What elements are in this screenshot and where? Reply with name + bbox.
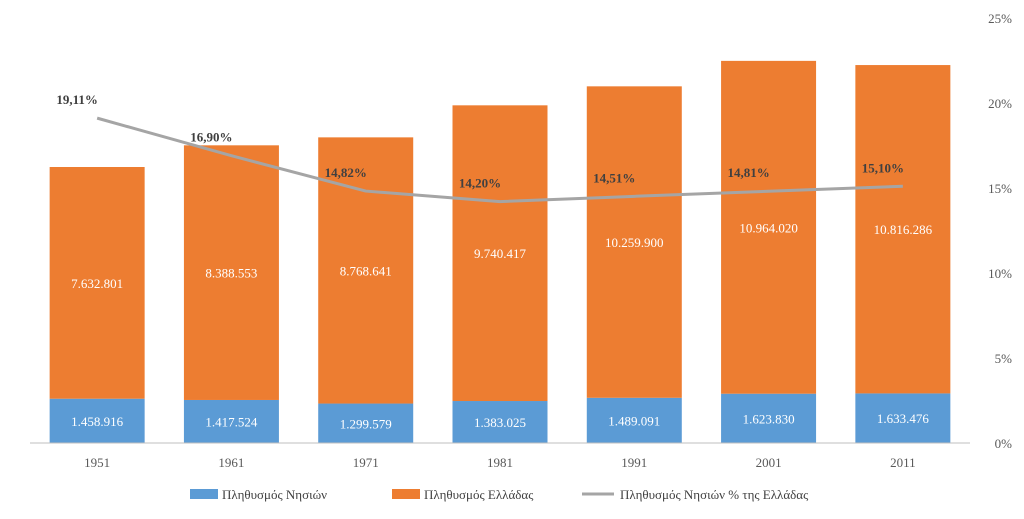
- label-pct-2011: 15,10%: [862, 160, 904, 175]
- x-tick-1971: 1971: [353, 455, 379, 470]
- bar-islands-1971: [318, 403, 414, 443]
- legend-swatch-1: [392, 489, 420, 499]
- label-islands-2001: 1.623.830: [743, 411, 795, 426]
- label-islands-1981: 1.383.025: [474, 415, 526, 430]
- bars-layer: [49, 60, 951, 443]
- label-pct-1991: 14,51%: [593, 170, 635, 185]
- x-tick-1961: 1961: [218, 455, 244, 470]
- bar-islands-2011: [855, 393, 951, 443]
- percentage-line-layer: [96, 116, 903, 204]
- x-tick-1951: 1951: [84, 455, 110, 470]
- legend-swatch-0: [190, 489, 218, 499]
- bar-islands-1961: [183, 399, 279, 443]
- bar-islands-1951: [49, 398, 145, 443]
- label-greece-2001: 10.964.020: [739, 220, 798, 235]
- label-greece-1951: 7.632.801: [71, 276, 123, 291]
- y-tick-1: 5%: [995, 351, 1013, 366]
- label-pct-1971: 14,82%: [325, 165, 367, 180]
- y-tick-3: 15%: [988, 181, 1012, 196]
- y-tick-5: 25%: [988, 11, 1012, 26]
- label-islands-1961: 1.417.524: [205, 414, 258, 429]
- label-greece-2011: 10.816.286: [874, 222, 933, 237]
- bar-islands-1991: [586, 397, 682, 443]
- x-axis-ticks: 1951 1961 1971 1981 1991 2001 2011: [84, 455, 915, 470]
- y-tick-2: 10%: [988, 266, 1012, 281]
- label-pct-2001: 14,81%: [727, 165, 769, 180]
- bar-greece-2001: [721, 60, 817, 394]
- y-tick-4: 20%: [988, 96, 1012, 111]
- label-islands-1991: 1.489.091: [608, 413, 660, 428]
- x-tick-2011: 2011: [890, 455, 916, 470]
- label-greece-1991: 10.259.900: [605, 235, 664, 250]
- y-right-axis-ticks: 0% 5% 10% 15% 20% 25%: [988, 11, 1012, 451]
- bar-islands-1981: [452, 401, 548, 443]
- legend-label-1: Πληθυσμός Ελλάδας: [424, 487, 534, 502]
- label-islands-2011: 1.633.476: [877, 411, 930, 426]
- label-greece-1971: 8.768.641: [340, 263, 392, 278]
- label-pct-1951: 19,11%: [56, 92, 98, 107]
- label-pct-1981: 14,20%: [459, 176, 501, 191]
- x-tick-1991: 1991: [621, 455, 647, 470]
- bar-greece-1981: [452, 105, 548, 402]
- legend-label-2: Πληθυσμός Νησιών % της Ελλάδας: [620, 487, 809, 502]
- bar-islands-2001: [721, 393, 817, 443]
- label-islands-1971: 1.299.579: [340, 416, 392, 431]
- legend: Πληθυσμός Νησιών Πληθυσμός Ελλάδας Πληθυσμ…: [190, 487, 809, 502]
- label-greece-1981: 9.740.417: [474, 246, 527, 261]
- y-tick-0: 0%: [995, 436, 1013, 451]
- bar-greece-1961: [183, 145, 279, 400]
- legend-label-0: Πληθυσμός Νησιών: [222, 487, 327, 502]
- label-islands-1951: 1.458.916: [71, 414, 124, 429]
- bar-greece-1951: [49, 167, 145, 399]
- bar-labels-layer: 1.458.916 7.632.801 1.417.524 8.388.553 1.29…: [71, 220, 932, 431]
- percentage-series-line: [96, 116, 903, 204]
- label-greece-1961: 8.388.553: [205, 266, 257, 281]
- bar-greece-1991: [586, 86, 682, 398]
- label-pct-1961: 16,90%: [190, 130, 232, 145]
- x-tick-1981: 1981: [487, 455, 513, 470]
- bar-greece-2011: [855, 65, 951, 394]
- x-tick-2001: 2001: [756, 455, 782, 470]
- percentage-labels-layer: 19,11% 16,90% 14,82% 14,20% 14,51% 14,81% 15,1…: [56, 92, 904, 190]
